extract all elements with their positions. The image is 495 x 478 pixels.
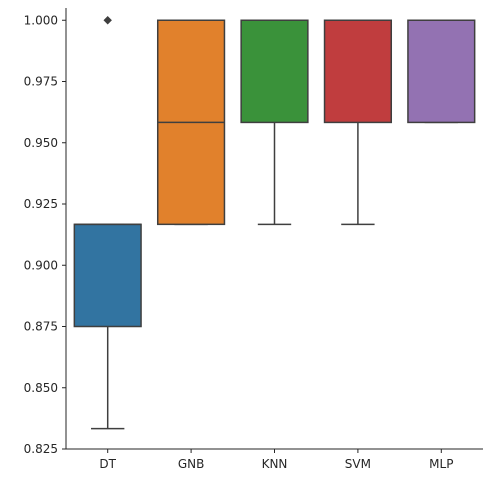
box-body [73, 223, 142, 328]
tick-labels: 0.825 0.850 0.875 0.900 0.925 0.950 0.975 1.000… [24, 13, 454, 471]
y-tick-label: 0.875 [24, 320, 58, 334]
y-tick-label: 0.950 [24, 136, 58, 150]
x-tick-label: DT [99, 457, 116, 471]
box-svm [323, 19, 393, 226]
y-tick-label: 0.925 [24, 197, 58, 211]
x-tick-label: MLP [429, 457, 453, 471]
x-tick-label: KNN [262, 457, 288, 471]
box-mlp [407, 19, 476, 124]
y-tick-label: 0.900 [24, 258, 58, 272]
box-gnb [156, 19, 226, 226]
x-tick-label: GNB [178, 457, 205, 471]
x-tick-label: SVM [345, 457, 371, 471]
y-tick-label: 0.975 [24, 75, 58, 89]
box-knn [240, 19, 309, 226]
box-body [323, 19, 393, 124]
y-tick-label: 1.000 [24, 13, 58, 27]
outlier-point [103, 16, 112, 25]
y-tick-label: 0.850 [24, 381, 58, 395]
box-dt [73, 16, 142, 430]
box-body [407, 19, 476, 124]
y-tick-label: 0.825 [24, 442, 58, 456]
boxes [73, 16, 476, 430]
box-body [240, 19, 309, 124]
